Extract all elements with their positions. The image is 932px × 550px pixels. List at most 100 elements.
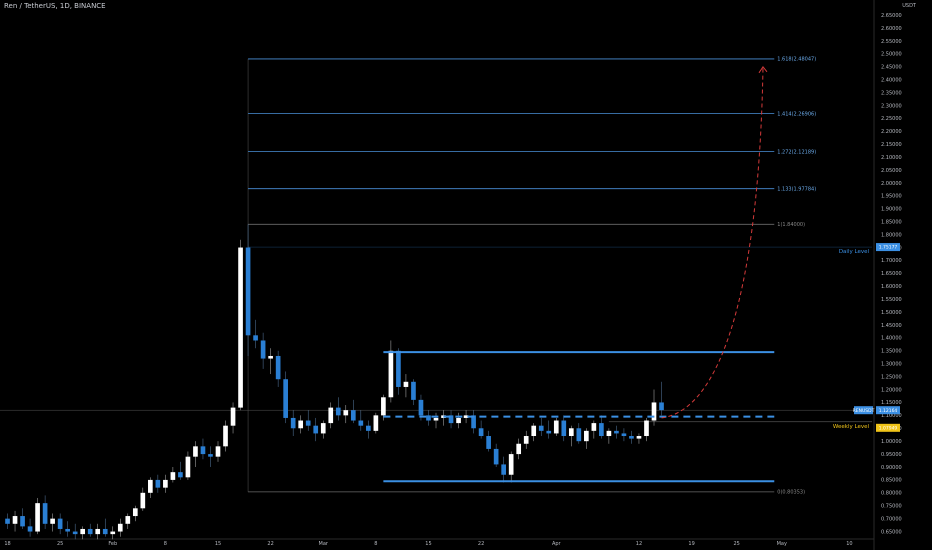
time-tick-label: Apr bbox=[552, 541, 562, 547]
candle-up bbox=[644, 420, 649, 437]
candle-down bbox=[253, 335, 258, 341]
candle-down bbox=[200, 446, 206, 455]
candle-down bbox=[493, 448, 499, 465]
candle-down bbox=[538, 425, 544, 431]
price-tick-label: 1.00000 bbox=[881, 439, 902, 445]
current-price-badge-text: 1.12164 bbox=[879, 408, 898, 414]
candle-down bbox=[448, 415, 454, 424]
price-tick-label: 2.60000 bbox=[881, 26, 902, 32]
current-price-badge-bg bbox=[876, 406, 900, 415]
candle-down bbox=[335, 407, 341, 416]
candle-down bbox=[411, 381, 416, 400]
price-tick-label: 2.40000 bbox=[881, 78, 902, 84]
candle-up bbox=[12, 516, 18, 524]
candle-up bbox=[148, 479, 153, 493]
candle-up bbox=[553, 420, 559, 434]
candle-down bbox=[27, 526, 33, 532]
candle-up bbox=[433, 417, 439, 421]
price-tick-label: 2.05000 bbox=[881, 168, 902, 174]
candle-up bbox=[238, 247, 243, 408]
candle-up bbox=[523, 436, 529, 444]
ticker-badge-text: RENUSDT bbox=[853, 408, 875, 414]
time-tick-label: 15 bbox=[215, 541, 221, 547]
price-tick-label: 2.45000 bbox=[881, 65, 902, 71]
weekly-level-badge-text: 1.07949 bbox=[879, 425, 898, 431]
candle-up bbox=[388, 350, 394, 398]
candle-up bbox=[606, 430, 612, 437]
candle-down bbox=[478, 428, 484, 437]
candle-down bbox=[20, 516, 25, 527]
price-tick-label: 1.70000 bbox=[881, 258, 902, 264]
candle-up bbox=[215, 446, 221, 457]
candle-up bbox=[268, 355, 273, 359]
candle-down bbox=[471, 415, 476, 429]
candle-down bbox=[87, 528, 93, 535]
candle-up bbox=[591, 423, 597, 431]
time-tick-label: May bbox=[777, 541, 787, 547]
price-tick-label: 1.50000 bbox=[881, 310, 902, 316]
horizontal-levels[interactable]: Daily Level Weekly Level bbox=[0, 246, 872, 430]
time-tick-label: 25 bbox=[734, 541, 740, 547]
candle-down bbox=[366, 425, 371, 431]
price-tick-label: 1.95000 bbox=[881, 194, 902, 200]
candle-up bbox=[170, 472, 176, 480]
time-tick-label: Mar bbox=[319, 541, 329, 547]
candle-up bbox=[584, 430, 589, 442]
price-tick-label: 0.85000 bbox=[881, 478, 902, 484]
candle-down bbox=[561, 420, 567, 437]
price-tick-label: 0.95000 bbox=[881, 452, 902, 458]
candle-down bbox=[426, 415, 431, 421]
time-tick-label: Feb bbox=[108, 541, 117, 547]
candle-up bbox=[463, 415, 469, 418]
candle-up bbox=[35, 503, 40, 532]
price-tick-label: 1.15000 bbox=[881, 400, 902, 406]
candle-down bbox=[599, 423, 604, 437]
candle-up bbox=[456, 417, 461, 424]
price-tick-label: 1.35000 bbox=[881, 349, 902, 355]
range-box[interactable] bbox=[383, 351, 775, 483]
daily-level-badge-bg bbox=[876, 243, 900, 252]
candle-down bbox=[305, 420, 311, 426]
time-tick-label: 22 bbox=[478, 541, 484, 547]
time-tick-label: 12 bbox=[636, 541, 642, 547]
fibonacci-extension[interactable]: 1.618(2.48047) 1.414(2.26906) 1.272(2.1218… bbox=[247, 57, 816, 496]
price-badges: 1.75177 1.12164 1.07949 RENUSDT bbox=[853, 243, 900, 432]
candle-up bbox=[328, 407, 334, 424]
candle-up bbox=[516, 443, 522, 455]
ticker-badge-bg bbox=[854, 406, 873, 415]
price-tick-label: 2.10000 bbox=[881, 155, 902, 161]
candle-down bbox=[65, 528, 70, 532]
fib-level-label: 0(0.80353) bbox=[777, 490, 805, 496]
price-tick-label: 1.20000 bbox=[881, 387, 902, 393]
candle-up bbox=[373, 415, 379, 431]
price-tick-label: 2.15000 bbox=[881, 142, 902, 148]
candle-down bbox=[621, 433, 627, 437]
price-tick-label: 2.00000 bbox=[881, 181, 902, 187]
time-tick-label: 22 bbox=[267, 541, 273, 547]
price-tick-label: 2.55000 bbox=[881, 39, 902, 45]
candle-up bbox=[140, 492, 146, 509]
candle-up bbox=[636, 436, 642, 439]
projection-curve bbox=[661, 66, 764, 419]
candle-up bbox=[50, 518, 55, 524]
candle-up bbox=[568, 428, 574, 437]
price-tick-label: 1.40000 bbox=[881, 336, 902, 342]
grid bbox=[0, 0, 875, 550]
price-tick-label: 1.10000 bbox=[881, 413, 902, 419]
weekly-level-label: Weekly Level bbox=[833, 424, 870, 430]
candle-up bbox=[403, 381, 409, 387]
candle-down bbox=[260, 340, 266, 359]
price-tick-label: 1.90000 bbox=[881, 207, 902, 213]
projection-arrow[interactable] bbox=[661, 65, 768, 419]
time-axis[interactable]: 18 25 Feb 8 15 22 Mar 8 15 22 Apr 12 19 25 May 10 bbox=[4, 541, 852, 547]
price-tick-label: 2.50000 bbox=[881, 52, 902, 58]
candle-down bbox=[102, 528, 108, 535]
candle-up bbox=[80, 528, 86, 535]
price-tick-label: 1.25000 bbox=[881, 374, 902, 380]
candle-down bbox=[245, 247, 251, 336]
candle-up bbox=[508, 454, 514, 475]
price-tick-label: 1.55000 bbox=[881, 297, 902, 303]
